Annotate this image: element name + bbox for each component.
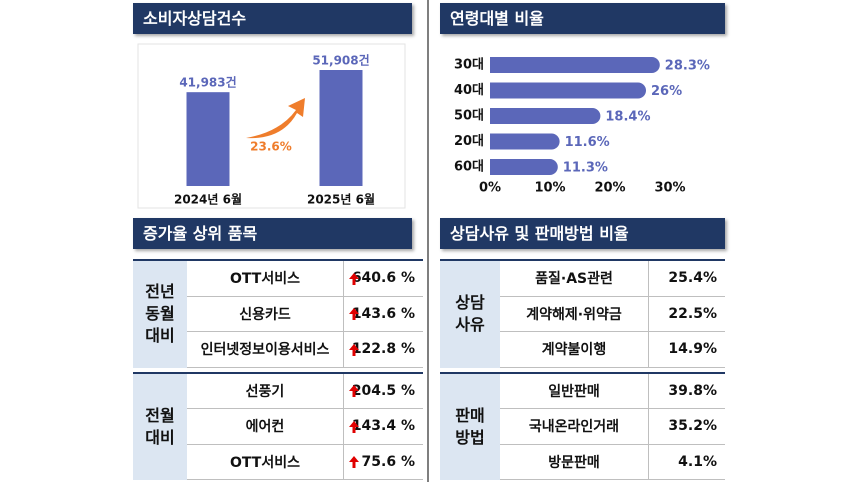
table-title: 상담사유 및 판매방법 비율 — [440, 218, 725, 249]
item-label: OTT서비스 — [187, 261, 343, 297]
item-value: 4.1% — [648, 444, 725, 480]
annotation: 23.6% — [250, 140, 292, 154]
value-label: 11.3% — [563, 161, 608, 176]
bar — [490, 159, 558, 175]
item-label: 일반판매 — [500, 374, 648, 409]
item-label: 계약불이행 — [500, 332, 648, 368]
bar — [186, 92, 230, 186]
up-arrow-shape — [349, 308, 359, 321]
item-label: 신용카드 — [187, 297, 343, 332]
item-label: 선풍기 — [187, 374, 343, 409]
up-arrow-shape — [349, 456, 359, 469]
bar — [319, 70, 363, 186]
item-label: 에어컨 — [187, 409, 343, 445]
chart-title: 연령대별 비율 — [440, 3, 725, 34]
item-label: OTT서비스 — [187, 445, 343, 480]
group-separator — [440, 371, 725, 374]
value-label: 18.4% — [605, 110, 650, 125]
group-separator — [440, 259, 725, 261]
x-tick-label: 2025년 6월 — [307, 192, 375, 207]
item-value: 204.5 % — [343, 373, 423, 409]
item-value: 143.6 % — [343, 296, 423, 332]
value-label: 11.6% — [565, 135, 610, 150]
up-arrow — [349, 272, 359, 285]
item-value: 25.4% — [648, 261, 725, 297]
bar — [490, 108, 601, 124]
item-label: 계약해제·위약금 — [500, 297, 648, 332]
bar — [490, 133, 560, 150]
x-tick-label: 0% — [479, 181, 501, 196]
item-label: 국내온라인거래 — [500, 409, 648, 445]
x-tick-label: 20% — [594, 181, 625, 196]
item-value: 143.4 % — [343, 409, 423, 445]
up-arrow — [349, 420, 359, 433]
value-label: 28.3% — [665, 59, 710, 74]
value-label: 26% — [651, 84, 682, 99]
item-value: 122.8 % — [343, 332, 423, 368]
item-value: 75.6 % — [343, 444, 423, 480]
group-label: 전월 대비 — [133, 373, 187, 480]
y-tick-label: 60대 — [454, 160, 484, 175]
x-tick-label: 10% — [534, 181, 565, 196]
group-separator — [133, 371, 423, 374]
item-label: 방문판매 — [500, 445, 648, 480]
y-tick-label: 20대 — [454, 134, 484, 149]
group-label: 상담 사유 — [440, 261, 500, 368]
chart-frame — [137, 43, 406, 209]
item-value: 39.8% — [648, 373, 725, 409]
table-title: 증가율 상위 품목 — [133, 218, 412, 249]
bar — [490, 82, 646, 99]
item-value: 640.6 % — [343, 261, 423, 297]
up-arrow — [349, 343, 359, 356]
up-arrow-shape — [349, 385, 359, 398]
y-tick-label: 40대 — [454, 83, 484, 98]
up-arrow-shape — [349, 343, 359, 356]
x-tick-label: 30% — [654, 181, 685, 196]
value-label: 41,983건 — [179, 75, 236, 90]
y-tick-label: 30대 — [454, 58, 484, 73]
item-value: 22.5% — [648, 296, 725, 332]
value-label: 51,908건 — [312, 53, 369, 68]
item-value: 35.2% — [648, 409, 725, 445]
x-tick-label: 2024년 6월 — [174, 192, 242, 207]
up-arrow-shape — [349, 272, 359, 285]
item-label: 품질·AS관련 — [500, 261, 648, 297]
group-label: 판매 방법 — [440, 373, 500, 480]
chart-title: 소비자상담건수 — [133, 3, 412, 34]
up-arrow — [349, 385, 359, 398]
item-value: 14.9% — [648, 332, 725, 368]
y-tick-label: 50대 — [454, 109, 484, 124]
bar — [490, 57, 660, 73]
divider — [427, 0, 429, 482]
up-arrow — [349, 456, 359, 469]
up-arrow-shape — [349, 420, 359, 433]
trend-arrow — [246, 98, 305, 139]
up-arrow — [349, 308, 359, 321]
group-separator — [133, 259, 423, 261]
item-label: 인터넷정보이용서비스 — [187, 332, 343, 368]
group-label: 전년 동월 대비 — [133, 261, 187, 368]
